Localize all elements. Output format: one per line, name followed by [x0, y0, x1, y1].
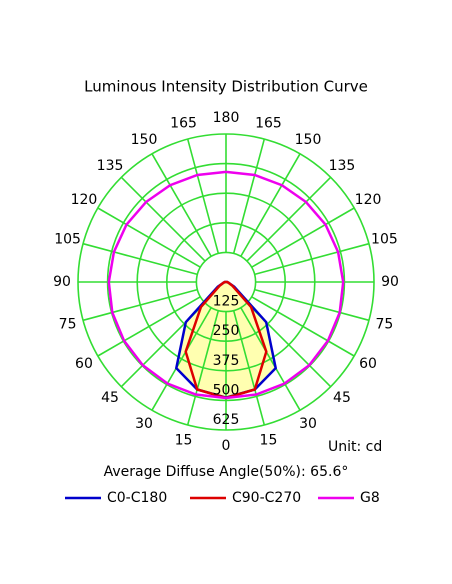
grid-spoke [240, 307, 301, 411]
angle-tick-label: 150 [295, 132, 322, 148]
angle-tick-label: 120 [71, 192, 98, 208]
curve-area [226, 282, 267, 398]
angle-tick-label: 105 [371, 232, 398, 248]
angle-tick-label: 60 [359, 356, 377, 372]
angle-tick-label: 30 [299, 416, 317, 432]
r-tick-label: 375 [213, 353, 240, 369]
curve [225, 280, 268, 400]
angle-tick-label: 165 [255, 116, 282, 132]
angle-tick-label: 165 [170, 116, 197, 132]
grid-spoke [251, 296, 355, 357]
curve [184, 280, 227, 400]
curve [107, 170, 227, 400]
grid-spoke [82, 242, 198, 276]
grid-spoke [254, 288, 370, 322]
grid-spoke [246, 176, 332, 262]
angle-tick-label: 105 [54, 232, 81, 248]
chart-title: Luminous Intensity Distribution Curve [84, 78, 368, 96]
angle-tick-label: 0 [222, 438, 231, 454]
grid-spoke [232, 138, 266, 254]
angle-tick-label: 120 [355, 192, 382, 208]
angle-tick-label: 30 [135, 416, 153, 432]
angle-tick-label: 15 [260, 432, 278, 448]
angle-tick-label: 135 [329, 158, 356, 174]
angle-tick-label: 75 [375, 316, 393, 332]
angle-tick-label: 75 [59, 316, 77, 332]
angle-tick-label: 180 [213, 110, 240, 126]
grid-spoke [151, 307, 212, 411]
grid-spoke [251, 207, 355, 268]
legend-label: G8 [360, 490, 380, 506]
grid-spoke [254, 242, 370, 276]
angle-tick-label: 150 [131, 132, 158, 148]
angle-tick-label: 135 [97, 158, 124, 174]
r-tick-label: 250 [213, 323, 240, 339]
angle-tick-label: 45 [101, 390, 119, 406]
grid-spoke [120, 176, 206, 262]
grid-spoke [186, 138, 220, 254]
angle-tick-label: 60 [75, 356, 93, 372]
grid-spoke [97, 296, 201, 357]
grid-spoke [240, 153, 301, 257]
unit-label: Unit: cd [328, 439, 382, 455]
angle-tick-label: 45 [333, 390, 351, 406]
grid-spoke [97, 207, 201, 268]
angle-tick-label: 90 [53, 274, 71, 290]
grid-spoke [151, 153, 212, 257]
angle-tick-label: 15 [175, 432, 193, 448]
angle-tick-label: 90 [381, 274, 399, 290]
r-tick-label: 625 [213, 412, 240, 428]
r-tick-label: 500 [213, 382, 240, 398]
annotation: Average Diffuse Angle(50%): 65.6° [104, 464, 349, 480]
curve [225, 170, 345, 400]
r-tick-label: 125 [213, 294, 240, 310]
legend-label: C90-C270 [232, 490, 301, 506]
grid-spoke [232, 310, 266, 426]
legend-label: C0-C180 [107, 490, 167, 506]
curve-area [185, 282, 226, 398]
grid-spoke [186, 310, 220, 426]
grid-spoke [82, 288, 198, 322]
